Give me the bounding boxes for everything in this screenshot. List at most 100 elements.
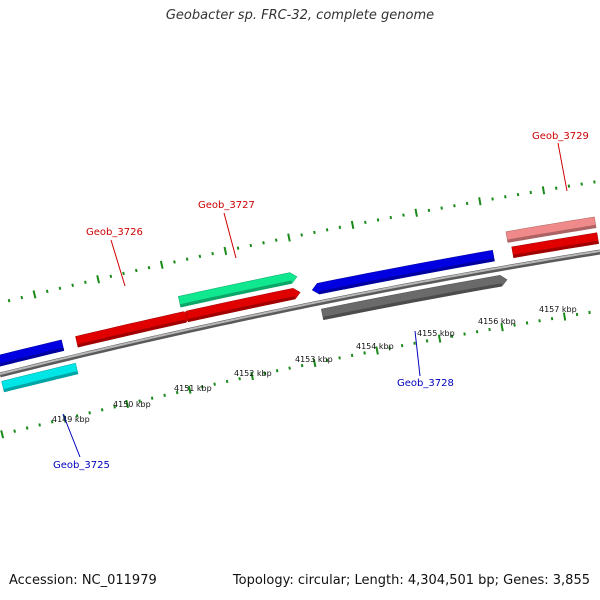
- blue-gene-left[interactable]: [0, 339, 65, 367]
- outer-tick: [211, 251, 214, 256]
- tick-label: 4155 kbp: [417, 329, 455, 338]
- inner-tick: [13, 429, 16, 433]
- outer-tick: [427, 208, 431, 213]
- inner-tick: [75, 414, 79, 418]
- inner-tick: [163, 393, 166, 398]
- outer-tick: [185, 257, 189, 261]
- inner-tick: [338, 356, 341, 360]
- inner-tick: [437, 334, 442, 343]
- leader-line: [557, 142, 568, 192]
- blue-gene[interactable]: [311, 249, 495, 295]
- inner-tick: [300, 363, 304, 368]
- outer-tick: [478, 197, 482, 206]
- outer-tick: [7, 298, 11, 303]
- inner-tick: [38, 423, 41, 427]
- outer-tick: [364, 220, 367, 225]
- inner-tick: [238, 377, 241, 381]
- inner-tick: [100, 408, 104, 412]
- outer-tick: [109, 274, 113, 279]
- inner-tick: [25, 426, 29, 430]
- gene-label[interactable]: Geob_3727: [198, 200, 255, 211]
- inner-tick: [500, 323, 504, 332]
- inner-tick: [50, 420, 54, 424]
- teal-gene[interactable]: [178, 272, 298, 308]
- leader-line: [223, 212, 237, 259]
- outer-tick: [402, 213, 405, 217]
- gene-label[interactable]: Geob_3726: [86, 227, 143, 238]
- outer-tick: [236, 246, 240, 250]
- tick-label: 4151 kbp: [174, 384, 212, 393]
- inner-tick: [450, 334, 454, 338]
- outer-tick: [45, 289, 49, 294]
- outer-tick: [58, 286, 62, 290]
- inner-tick: [363, 351, 366, 355]
- inner-tick: [138, 399, 141, 403]
- outer-tick: [274, 238, 278, 242]
- genome-backbone: [0, 249, 600, 378]
- outer-tick: [350, 220, 355, 229]
- inner-tick: [213, 382, 216, 386]
- outer-tick: [159, 260, 164, 269]
- inner-tick: [312, 358, 317, 368]
- outer-tick: [491, 197, 494, 201]
- outer-tick: [300, 233, 303, 237]
- tick-label: 4149 kbp: [52, 415, 90, 424]
- inner-tick: [488, 327, 491, 332]
- outer-tick: [389, 215, 393, 220]
- outer-tick: [414, 208, 418, 217]
- inner-tick: [0, 430, 5, 439]
- outer-tick: [325, 228, 329, 232]
- inner-tick: [350, 353, 354, 358]
- inner-tick: [463, 332, 466, 336]
- gene-label[interactable]: Geob_3725: [53, 460, 110, 471]
- inner-tick: [275, 369, 279, 373]
- cyan-gene[interactable]: [1, 362, 79, 393]
- inner-tick: [400, 343, 404, 348]
- map-title: Geobacter sp. FRC-32, complete genome: [165, 8, 435, 23]
- outer-tick: [20, 295, 24, 300]
- outer-tick: [223, 246, 228, 255]
- inner-tick: [175, 390, 179, 395]
- outer-tick: [147, 265, 151, 270]
- inner-tick: [413, 341, 416, 345]
- red-gene-2[interactable]: [185, 288, 301, 323]
- inner-tick: [250, 371, 254, 381]
- tick-label: 4157 kbp: [539, 305, 577, 314]
- feature-track: [0, 216, 599, 393]
- inner-tick: [562, 312, 567, 321]
- outer-tick: [313, 230, 316, 235]
- tick-label: 4156 kbp: [478, 317, 516, 326]
- outer-tick: [262, 241, 265, 245]
- red-gene-3[interactable]: [511, 232, 599, 259]
- pink-gene[interactable]: [505, 216, 597, 243]
- tick-label: 4150 kbp: [113, 400, 151, 409]
- inner-tick: [325, 358, 329, 363]
- gene-label[interactable]: Geob_3728: [397, 378, 454, 389]
- inner-tick: [187, 385, 192, 394]
- outer-tick: [198, 254, 202, 259]
- outer-tick: [71, 283, 74, 287]
- outer-tick: [541, 186, 546, 195]
- outer-tick: [504, 195, 507, 199]
- leader-line: [414, 330, 421, 377]
- inner-tick: [538, 319, 541, 323]
- leader-line: [110, 239, 126, 287]
- inner-tick: [263, 371, 266, 376]
- inner-tick: [288, 366, 291, 370]
- tick-label: 4153 kbp: [295, 355, 333, 364]
- outer-tick: [84, 280, 87, 284]
- outer-tick: [134, 268, 138, 273]
- inner-tick: [113, 405, 116, 409]
- grey-gene[interactable]: [321, 275, 508, 321]
- accession-text: Accession: NC_011979: [9, 573, 157, 588]
- outer-tick: [287, 233, 291, 242]
- inner-tick: [513, 323, 516, 327]
- outer-tick: [440, 206, 443, 210]
- inner-tick: [225, 379, 229, 384]
- inner-tick: [425, 339, 429, 343]
- inner-tick: [200, 385, 204, 389]
- outer-tick: [122, 271, 125, 276]
- outer-tick: [465, 201, 469, 206]
- outer-tick: [453, 204, 456, 208]
- gene-label[interactable]: Geob_3729: [532, 131, 589, 142]
